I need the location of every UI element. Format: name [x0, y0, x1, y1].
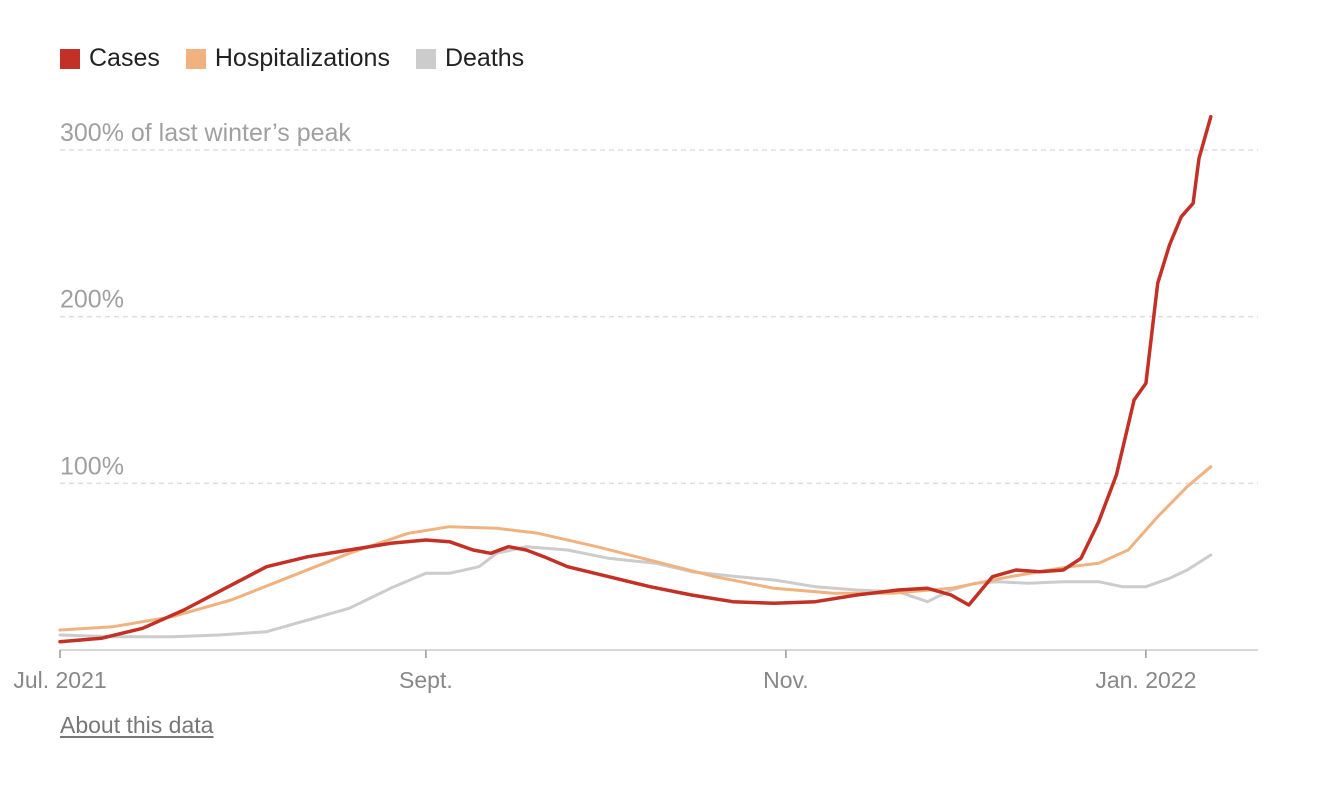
y-tick-label-200: 200% [60, 286, 124, 314]
legend-label-cases: Cases [89, 44, 160, 72]
series-line-hospitalizations [58, 465, 1213, 632]
x-tick-label-2: Nov. [763, 667, 809, 693]
y-tick-label-300: 300% of last winter’s peak [60, 119, 351, 147]
legend-label-hospitalizations: Hospitalizations [214, 44, 390, 72]
y-tick-label-100: 100% [60, 452, 124, 480]
series-line-deaths [58, 545, 1213, 639]
chart-legend: Cases Hospitalizations Deaths [60, 44, 550, 73]
legend-swatch-cases [60, 48, 80, 69]
x-tick-label-3: Jan. 2022 [1095, 667, 1196, 693]
about-this-data-link[interactable]: About this data [60, 712, 214, 738]
legend-swatch-deaths [415, 48, 436, 69]
x-tick-label-1: Sept. [399, 667, 453, 693]
x-tick-label-0: Jul. 2021 [13, 667, 106, 693]
legend-swatch-hospitalizations [185, 48, 206, 69]
legend-item-hospitalizations: Hospitalizations [185, 44, 390, 73]
legend-item-deaths: Deaths [415, 44, 525, 73]
legend-label-deaths: Deaths [444, 44, 525, 72]
legend-item-cases: Cases [60, 44, 160, 73]
series-line-cases [58, 114, 1213, 644]
